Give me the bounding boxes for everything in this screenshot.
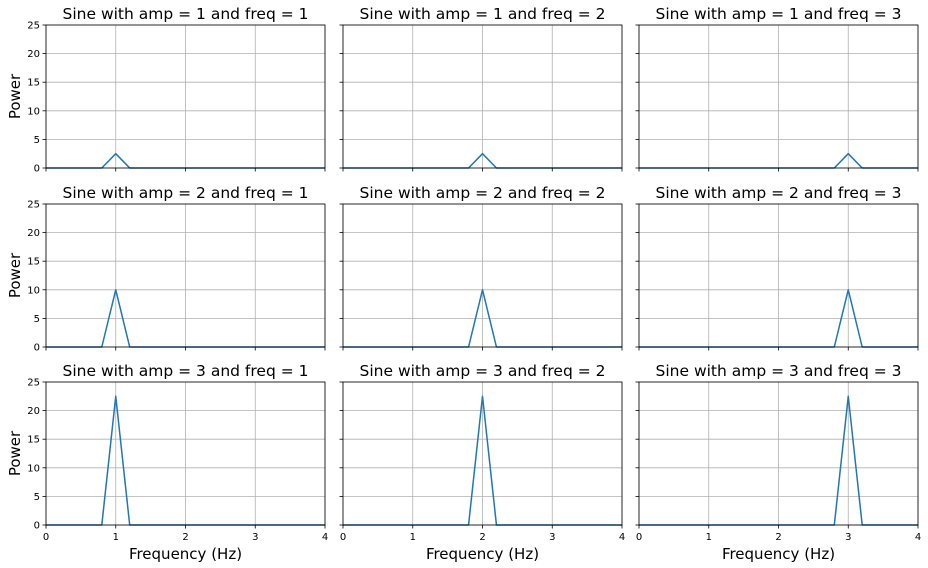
x-axis-label: Frequency (Hz) <box>426 545 539 563</box>
y-tick-label: 10 <box>27 463 40 474</box>
subplot-title: Sine with amp = 1 and freq = 3 <box>656 5 902 23</box>
y-tick-label: 20 <box>27 49 40 60</box>
subplot-3: Sine with amp = 1 and freq = 3 <box>635 5 919 172</box>
x-tick-label: 0 <box>340 532 346 543</box>
x-axis-label: Frequency (Hz) <box>129 545 242 563</box>
subplot-4: 0 5 10 15 20 25 Sine with amp = 2 and freq = 1… <box>6 184 326 354</box>
y-axis-label: Power <box>6 430 24 476</box>
x-tick-label: 1 <box>113 532 119 543</box>
subplot-title: Sine with amp = 3 and freq = 2 <box>360 362 606 380</box>
subplot-title: Sine with amp = 2 and freq = 3 <box>656 184 902 202</box>
y-tick-label: 0 <box>34 521 40 532</box>
y-axis-label: Power <box>6 73 24 119</box>
x-tick-label: 4 <box>619 532 625 543</box>
x-tick-label: 3 <box>845 532 851 543</box>
y-tick-label: 20 <box>27 228 40 239</box>
y-tick-label: 20 <box>27 406 40 417</box>
subplot-6: Sine with amp = 2 and freq = 3 <box>635 184 919 351</box>
x-tick-label: 1 <box>410 532 416 543</box>
x-tick-label: 3 <box>549 532 555 543</box>
x-tick-label: 1 <box>706 532 712 543</box>
y-tick-label: 5 <box>34 492 40 503</box>
subplot-title: Sine with amp = 3 and freq = 3 <box>656 362 902 380</box>
x-tick-label: 3 <box>252 532 258 543</box>
x-tick-label: 2 <box>182 532 188 543</box>
x-axis-label: Frequency (Hz) <box>722 545 835 563</box>
x-tick-label: 4 <box>915 532 921 543</box>
subplot-7: 0 1 2 3 4 0 5 10 15 20 25 Sine with amp = 3 and fre… <box>6 362 328 563</box>
y-tick-label: 15 <box>27 78 40 89</box>
subplot-2: Sine with amp = 1 and freq = 2 <box>339 5 623 172</box>
y-tick-label: 25 <box>27 21 40 32</box>
subplot-8: 0 1 2 3 4 Sine with amp = 3 and freq = 2 Frequ… <box>339 362 625 563</box>
subplot-9: 0 1 2 3 4 Sine with amp = 3 and freq = 3 Frequ… <box>635 362 921 563</box>
subplot-5: Sine with amp = 2 and freq = 2 <box>339 184 623 351</box>
subplot-title: Sine with amp = 3 and freq = 1 <box>63 362 309 380</box>
y-tick-label: 5 <box>34 135 40 146</box>
x-tick-label: 0 <box>43 532 49 543</box>
x-tick-label: 0 <box>636 532 642 543</box>
y-tick-label: 15 <box>27 435 40 446</box>
y-tick-label: 25 <box>27 200 40 211</box>
y-tick-label: 10 <box>27 106 40 117</box>
x-tick-label: 2 <box>479 532 485 543</box>
y-axis-label: Power <box>6 252 24 298</box>
y-tick-label: 10 <box>27 285 40 296</box>
subplot-title: Sine with amp = 2 and freq = 2 <box>360 184 606 202</box>
x-tick-label: 2 <box>775 532 781 543</box>
subplot-title: Sine with amp = 1 and freq = 1 <box>63 5 309 23</box>
y-tick-label: 25 <box>27 378 40 389</box>
y-tick-label: 0 <box>34 343 40 354</box>
y-tick-label: 15 <box>27 257 40 268</box>
subplot-title: Sine with amp = 1 and freq = 2 <box>360 5 606 23</box>
y-tick-label: 0 <box>34 164 40 175</box>
subplot-title: Sine with amp = 2 and freq = 1 <box>63 184 309 202</box>
x-tick-label: 4 <box>322 532 328 543</box>
y-tick-label: 5 <box>34 314 40 325</box>
subplot-1: 0 5 10 15 20 25 Sine with amp = 1 and freq = 1… <box>6 5 326 175</box>
